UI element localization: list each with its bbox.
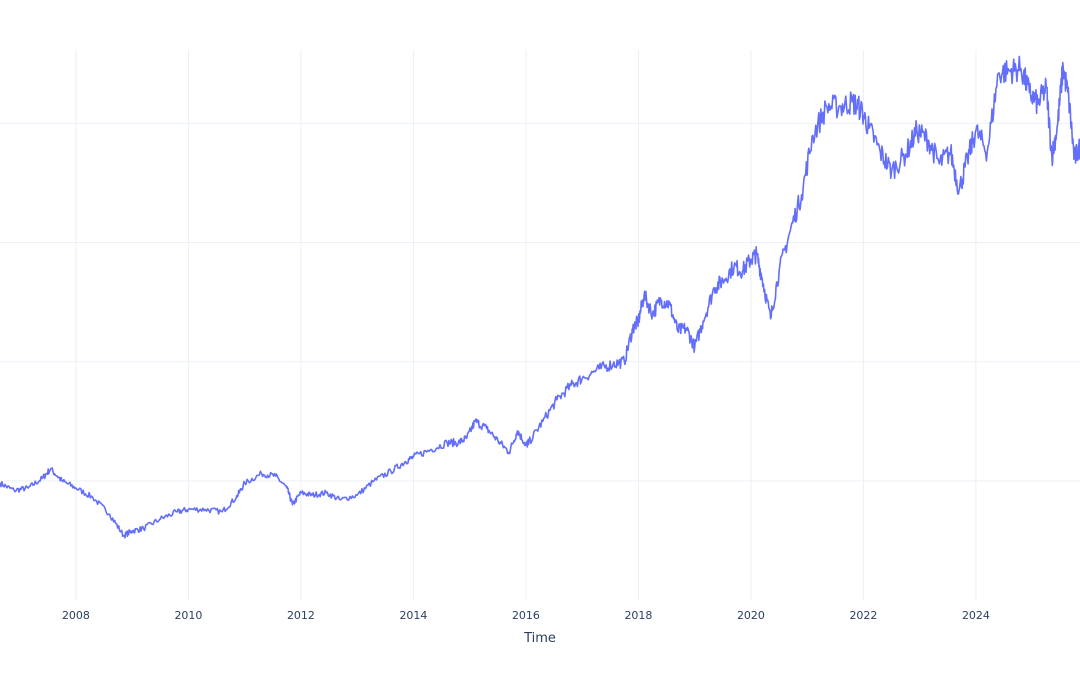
x-tick-label-2020: 2020 [737,609,765,622]
x-tick-label-2022: 2022 [849,609,877,622]
x-tick-label-2018: 2018 [624,609,652,622]
y-gridlines [0,122,1080,482]
x-tick-label-2012: 2012 [287,609,315,622]
x-tick-label-2024: 2024 [962,609,990,622]
series-line-0 [0,55,1080,539]
series-layer [0,55,1080,539]
x-tick-label-2014: 2014 [399,609,427,622]
x-axis-title: Time [523,631,556,646]
x-tick-labels: 2008 2010 2012 2014 2016 2018 2020 2022 2024 [62,609,990,622]
x-tick-label-2010: 2010 [174,609,202,622]
x-tick-label-2008: 2008 [62,609,90,622]
x-tick-label-2016: 2016 [512,609,540,622]
x-gridlines [75,50,977,600]
